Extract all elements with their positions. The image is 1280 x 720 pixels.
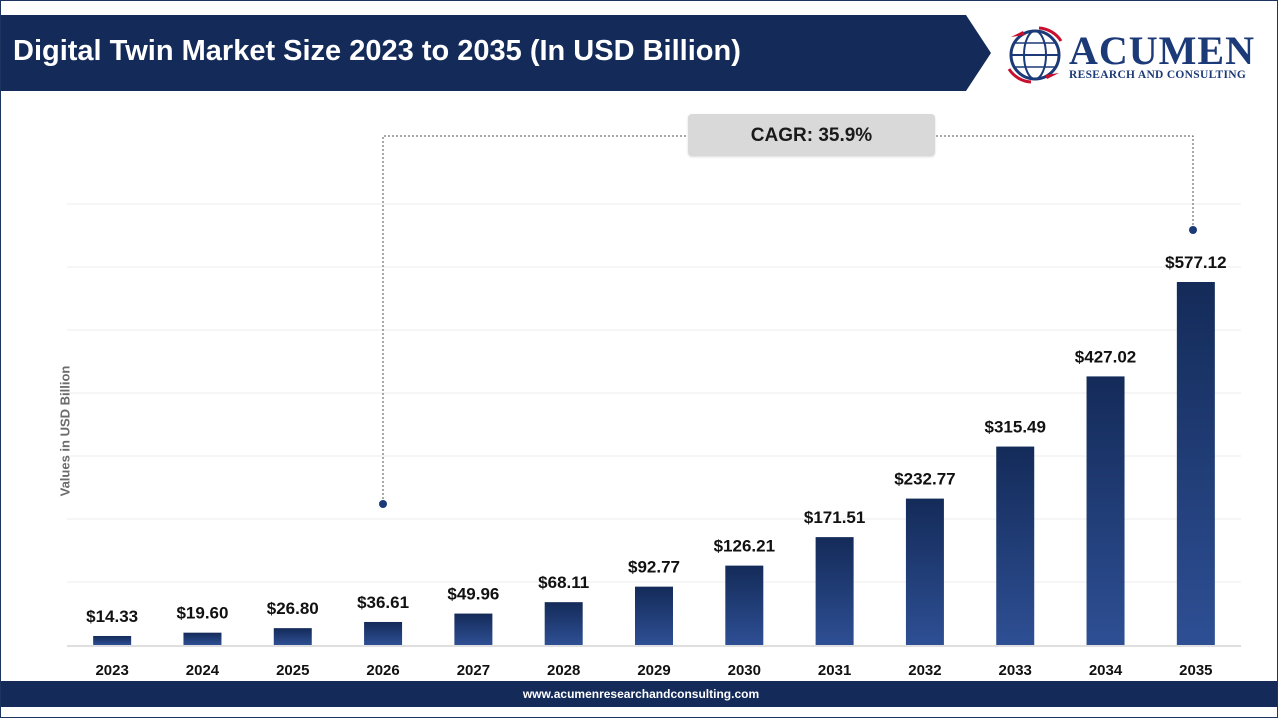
x-tick-2024: 2024 [186, 662, 220, 679]
bar-2034 [1086, 376, 1125, 645]
bar-2031 [815, 537, 854, 645]
x-tick-2033: 2033 [999, 662, 1032, 679]
data-label-2029: $92.77 [628, 558, 680, 577]
bar-2030 [725, 565, 764, 645]
x-tick-2029: 2029 [637, 662, 670, 679]
x-tick-2023: 2023 [95, 662, 128, 679]
cagr-connector-line [382, 135, 1194, 503]
bar-2029 [635, 586, 673, 645]
data-label-2028: $68.11 [538, 573, 589, 592]
bar-2024 [183, 632, 222, 645]
bar-2035 [1176, 282, 1215, 645]
cagr-label: CAGR: 35.9% [750, 125, 873, 146]
x-tick-2031: 2031 [818, 662, 851, 679]
bar-2033 [996, 446, 1035, 645]
data-label-2030: $126.21 [714, 537, 775, 556]
page-title: Digital Twin Market Size 2023 to 2035 (I… [13, 35, 741, 67]
x-tick-2030: 2030 [728, 662, 761, 679]
footer-url: www.acumenresearchandconsulting.com [522, 687, 760, 701]
connector-dot-0 [379, 500, 387, 508]
bar-2023 [93, 635, 132, 645]
globe-icon [1007, 26, 1063, 84]
x-tick-2027: 2027 [457, 662, 490, 679]
data-label-2026: $36.61 [357, 593, 409, 612]
bar-2026 [364, 621, 403, 645]
y-axis-label: Values in USD Billion [57, 365, 73, 497]
data-label-2023: $14.33 [86, 607, 138, 626]
data-label-2032: $232.77 [894, 470, 955, 489]
x-tick-2034: 2034 [1089, 662, 1123, 679]
footer-bar: www.acumenresearchandconsulting.com [1, 681, 1277, 707]
title-banner [1, 15, 991, 91]
connector-dot-1 [1189, 226, 1197, 234]
cagr-annotation: CAGR: 35.9% [688, 114, 935, 156]
bar-2025 [273, 628, 312, 645]
logo-tagline: RESEARCH AND CONSULTING [1069, 69, 1247, 81]
x-tick-2025: 2025 [276, 662, 309, 679]
data-label-2031: $171.51 [804, 508, 865, 527]
logo-name: ACUMEN [1069, 28, 1255, 73]
x-tick-2026: 2026 [366, 662, 399, 679]
bar-2032 [905, 498, 944, 645]
data-label-2025: $26.80 [267, 599, 319, 618]
data-label-2034: $427.02 [1075, 347, 1136, 366]
data-label-2027: $49.96 [447, 585, 499, 604]
logo: ACUMEN RESEARCH AND CONSULTING [1005, 25, 1261, 85]
bar-2027 [454, 613, 493, 645]
bar-2028 [544, 602, 583, 645]
data-label-2035: $577.12 [1165, 253, 1226, 272]
x-tick-2028: 2028 [547, 662, 580, 679]
data-label-2033: $315.49 [985, 418, 1046, 437]
x-tick-2035: 2035 [1179, 662, 1212, 679]
x-tick-2032: 2032 [908, 662, 941, 679]
data-label-2024: $19.60 [176, 604, 228, 623]
